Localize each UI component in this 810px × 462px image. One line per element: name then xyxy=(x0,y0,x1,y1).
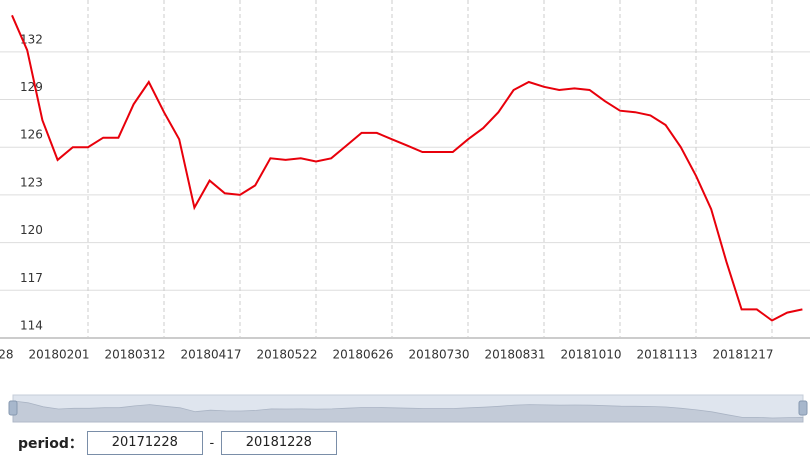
x-tick-label: 20171228 xyxy=(0,348,14,362)
x-tick-label: 20180522 xyxy=(256,348,317,362)
y-tick-label: 126 xyxy=(20,128,43,142)
zoom-preview-area xyxy=(12,400,804,423)
x-tick-label: 20180417 xyxy=(180,348,241,362)
x-tick-label: 20180626 xyxy=(332,348,393,362)
chart: 114 117 120 123 126 129 132 20171228 20180201 201… xyxy=(0,0,810,423)
y-tick-label: 120 xyxy=(20,223,43,237)
y-tick-label: 117 xyxy=(20,271,43,285)
x-tick-label: 20181010 xyxy=(560,348,621,362)
start-date-input[interactable]: 20171228 xyxy=(86,431,203,455)
separator: - xyxy=(209,435,215,451)
x-tick-label: 20180312 xyxy=(104,348,165,362)
zoom-handle[interactable] xyxy=(798,400,808,416)
zoom-handle[interactable] xyxy=(8,400,18,416)
y-tick-label: 123 xyxy=(20,175,43,189)
line xyxy=(11,14,803,322)
y-tick-label: 129 xyxy=(20,80,43,94)
x-tick-label: 20181217 xyxy=(712,348,773,362)
x-tick-label: 20181113 xyxy=(636,348,697,362)
y-tick-label: 132 xyxy=(20,32,43,46)
end-date-input[interactable]: 20181228 xyxy=(220,431,337,455)
y-tick-label: 114 xyxy=(20,319,43,333)
period-form: period： 20171228 - 20181228 xyxy=(18,430,337,456)
x-tick-label: 20180831 xyxy=(484,348,545,362)
x-tick-label: 20180730 xyxy=(408,348,469,362)
period-label: period： xyxy=(18,436,83,452)
x-tick-label: 20180201 xyxy=(28,348,89,362)
